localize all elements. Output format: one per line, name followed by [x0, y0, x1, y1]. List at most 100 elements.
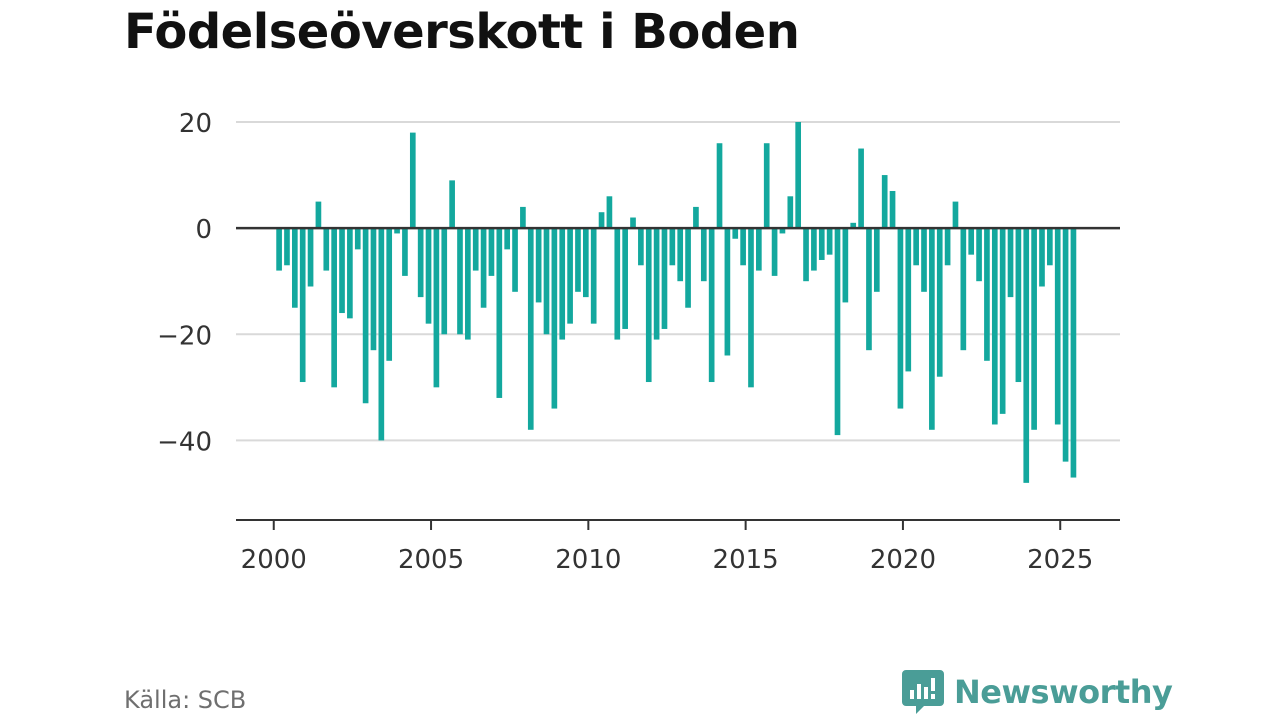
bar	[598, 212, 605, 229]
bar	[834, 228, 841, 436]
bar	[339, 228, 345, 314]
bar	[700, 228, 707, 282]
bar	[362, 228, 369, 404]
bar	[929, 228, 935, 430]
bar	[488, 228, 495, 276]
bar	[291, 228, 298, 308]
bar	[811, 228, 817, 271]
bar	[960, 228, 967, 351]
bar	[936, 228, 943, 377]
bar	[645, 228, 652, 383]
bar	[512, 228, 518, 292]
bar	[968, 228, 975, 255]
bar	[795, 122, 802, 229]
bar	[905, 228, 912, 372]
bar	[630, 217, 636, 229]
bar	[984, 228, 990, 361]
bar	[449, 180, 455, 229]
source-label: Källa: SCB	[124, 686, 247, 714]
bar	[496, 228, 503, 398]
bar	[866, 228, 872, 351]
bar	[976, 228, 982, 282]
y-ticks: 20 0 −20 −40	[157, 109, 212, 457]
bar	[409, 132, 416, 229]
bar	[331, 228, 337, 388]
bar	[716, 143, 723, 229]
bar	[590, 228, 597, 324]
bar	[850, 222, 857, 229]
bar	[944, 228, 951, 266]
x-tick-label: 2015	[713, 545, 779, 575]
bar	[858, 148, 864, 229]
bar	[480, 228, 487, 308]
bar	[575, 228, 581, 292]
x-tick-label: 2010	[555, 545, 621, 575]
bar	[472, 228, 479, 271]
bar	[1054, 228, 1061, 425]
x-tick-label: 2025	[1027, 545, 1093, 575]
chart-title: Födelseöverskott i Boden	[124, 4, 800, 60]
bar	[653, 228, 660, 340]
bar	[826, 228, 833, 255]
bar	[740, 228, 746, 266]
bar	[1062, 228, 1069, 462]
bar	[347, 228, 353, 319]
y-tick-label: 20	[179, 109, 212, 139]
bar	[323, 228, 330, 271]
bar	[551, 228, 558, 409]
bar	[779, 228, 786, 234]
bar	[276, 228, 282, 271]
brand-name: Newsworthy	[954, 673, 1173, 711]
bar	[567, 228, 573, 324]
bar	[873, 228, 880, 292]
x-ticks: 2000 2005 2010 2015 2020 2025	[241, 520, 1093, 575]
bar	[1007, 228, 1014, 298]
bar	[732, 228, 739, 239]
bar	[999, 228, 1006, 414]
bar	[708, 228, 715, 383]
bar	[354, 228, 361, 250]
bar	[465, 228, 471, 340]
bar	[1047, 228, 1053, 266]
bar	[535, 228, 542, 303]
bar	[527, 228, 534, 430]
bar	[425, 228, 432, 324]
bar	[1070, 228, 1077, 478]
bar	[991, 228, 998, 425]
bar	[952, 201, 959, 229]
bar	[677, 228, 684, 282]
bar	[441, 228, 448, 335]
x-tick-label: 2000	[241, 545, 307, 575]
bar	[402, 228, 408, 276]
bar	[543, 228, 550, 335]
bar	[1023, 228, 1030, 483]
bar	[307, 228, 314, 287]
newsworthy-logo-icon	[902, 670, 944, 714]
bar	[622, 228, 628, 329]
bar	[1039, 228, 1045, 287]
bar	[457, 228, 463, 335]
bar	[433, 228, 440, 388]
bar	[378, 228, 385, 441]
bars	[276, 122, 1077, 483]
bar	[520, 206, 526, 229]
bar	[582, 228, 589, 298]
bar	[881, 175, 888, 229]
bar	[638, 228, 644, 266]
bar	[748, 228, 754, 388]
bar	[763, 143, 770, 229]
bar	[669, 228, 676, 266]
bar	[614, 228, 621, 340]
x-tick-label: 2020	[870, 545, 936, 575]
bar	[818, 228, 825, 260]
bar	[284, 228, 290, 266]
bar	[756, 228, 762, 271]
bar	[803, 228, 809, 282]
bar	[724, 228, 731, 356]
bar	[842, 228, 849, 303]
bar	[771, 228, 778, 276]
bar	[913, 228, 919, 266]
x-tick-label: 2005	[398, 545, 464, 575]
bar	[504, 228, 511, 250]
bar	[1031, 228, 1037, 430]
